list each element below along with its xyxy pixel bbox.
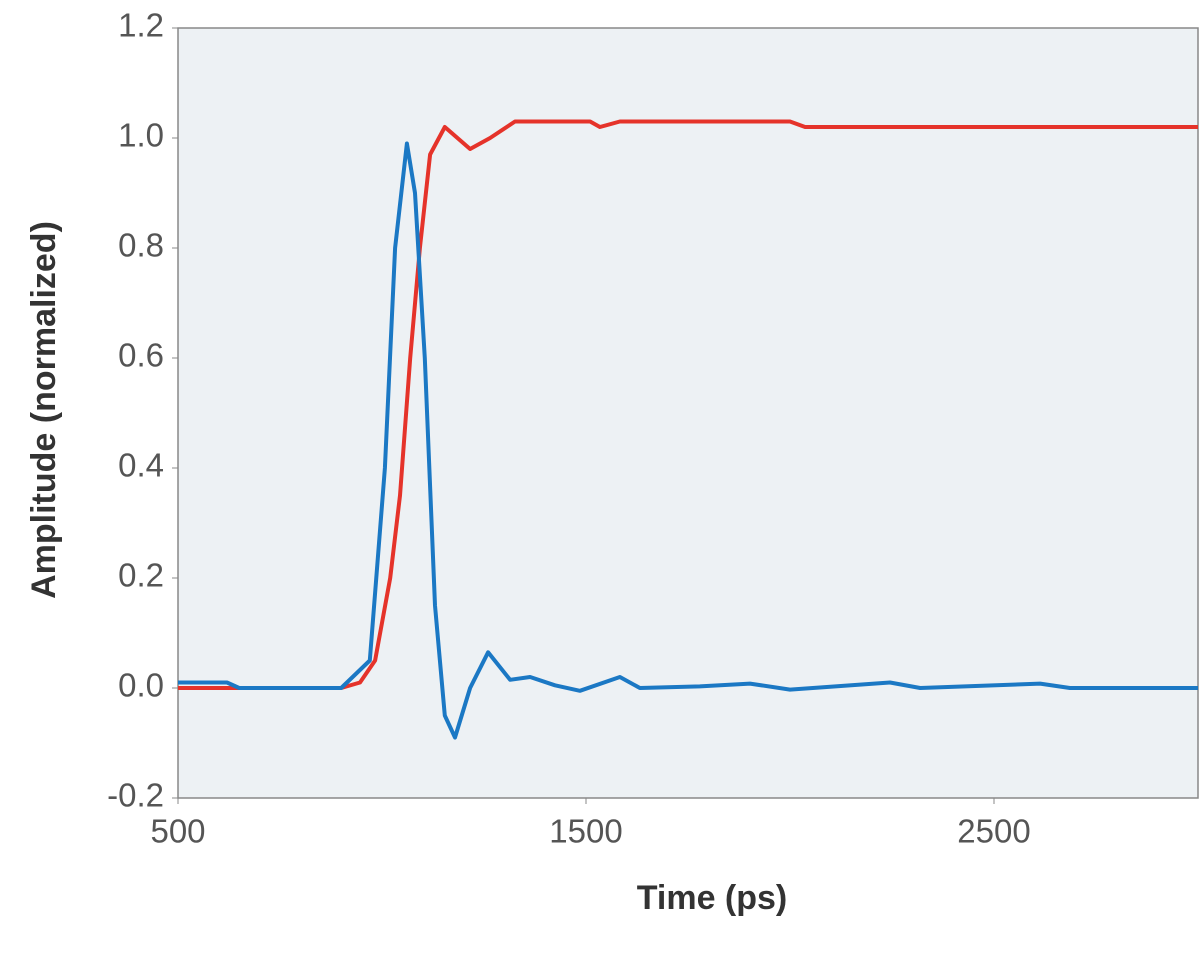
y-tick-label: 0.6 bbox=[118, 337, 164, 374]
data-line bbox=[178, 119, 1198, 690]
plot-area bbox=[177, 27, 1199, 799]
x-tick-label: 2500 bbox=[957, 813, 1030, 850]
y-tick-label: 0.2 bbox=[118, 557, 164, 594]
y-axis-title: Amplitude (normalized) bbox=[25, 221, 63, 599]
y-tick-label: 0.8 bbox=[118, 227, 164, 264]
y-tick-label: -0.2 bbox=[107, 777, 164, 814]
y-tick-label: 1.0 bbox=[118, 117, 164, 154]
x-tick-label: 500 bbox=[150, 813, 205, 850]
y-tick-label: 0.4 bbox=[118, 447, 164, 484]
y-tick-label: 0.0 bbox=[118, 667, 164, 704]
y-tick-label: 1.2 bbox=[118, 7, 164, 44]
x-axis-title: Time (ps) bbox=[637, 879, 788, 917]
data-line bbox=[178, 141, 1198, 740]
x-tick-label: 1500 bbox=[549, 813, 622, 850]
